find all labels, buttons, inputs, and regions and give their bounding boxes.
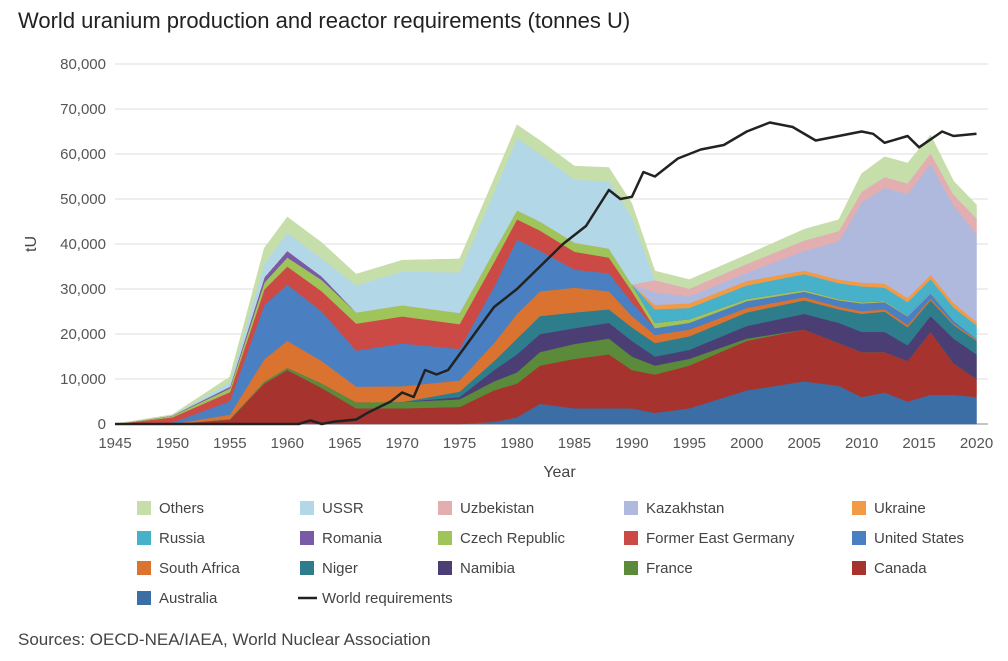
legend-label-ukraine: Ukraine	[874, 500, 926, 517]
legend-label-namibia: Namibia	[460, 560, 516, 577]
x-tick-label: 1990	[615, 435, 648, 452]
x-tick-label: 2005	[788, 435, 821, 452]
area-others	[114, 124, 977, 425]
legend-swatch-kazakhstan	[624, 501, 638, 515]
legend-swatch-south-africa	[137, 561, 151, 575]
legend-swatch-former-east-germany	[624, 531, 638, 545]
legend-label-south-africa: South Africa	[159, 560, 241, 577]
legend-label-australia: Australia	[159, 590, 218, 607]
legend-label-united-states: United States	[874, 530, 964, 547]
legend-swatch-ukraine	[852, 501, 866, 515]
legend-label-ussr: USSR	[322, 500, 364, 517]
y-tick-label: 50,000	[60, 191, 106, 208]
x-tick-label: 2010	[845, 435, 878, 452]
legend-swatch-united-states	[852, 531, 866, 545]
legend-label-uzbekistan: Uzbekistan	[460, 500, 534, 517]
legend-swatch-uzbekistan	[438, 501, 452, 515]
y-tick-label: 70,000	[60, 101, 106, 118]
legend-label-france: France	[646, 560, 693, 577]
y-tick-label: 0	[98, 416, 106, 433]
legend-swatch-ussr	[300, 501, 314, 515]
legend-swatch-canada	[852, 561, 866, 575]
x-tick-label: 1955	[213, 435, 246, 452]
x-tick-label: 1980	[500, 435, 533, 452]
legend-swatch-australia	[137, 591, 151, 605]
legend-swatch-niger	[300, 561, 314, 575]
legend-label-niger: Niger	[322, 560, 358, 577]
legend-swatch-namibia	[438, 561, 452, 575]
legend-label-russia: Russia	[159, 530, 206, 547]
y-tick-label: 20,000	[60, 326, 106, 343]
x-axis-label: Year	[543, 464, 576, 481]
legend-swatch-romania	[300, 531, 314, 545]
x-tick-label: 1965	[328, 435, 361, 452]
legend-label-romania: Romania	[322, 530, 383, 547]
legend-label-others: Others	[159, 500, 204, 517]
y-tick-label: 60,000	[60, 146, 106, 163]
x-tick-label: 2020	[960, 435, 993, 452]
legend-label-kazakhstan: Kazakhstan	[646, 500, 724, 517]
chart-title: World uranium production and reactor req…	[18, 8, 631, 33]
y-axis-label: tU	[23, 236, 40, 252]
x-tick-label: 1975	[443, 435, 476, 452]
y-tick-label: 30,000	[60, 281, 106, 298]
chart: 0 10,000 20,000 30,000 40,000 50,000 60,000 70,…	[23, 56, 993, 607]
y-tick-label: 80,000	[60, 56, 106, 73]
x-tick-label: 2000	[730, 435, 763, 452]
line-world-requirements	[115, 121, 977, 426]
legend-swatch-russia	[137, 531, 151, 545]
legend-label-canada: Canada	[874, 560, 927, 577]
y-tick-label: 10,000	[60, 371, 106, 388]
x-tick-label: 1970	[385, 435, 418, 452]
source-note: Sources: OECD-NEA/IAEA, World Nuclear As…	[18, 630, 431, 649]
legend-label-czech-republic: Czech Republic	[460, 530, 566, 547]
x-tick-label: 1945	[98, 435, 131, 452]
legend-label-world-requirements: World requirements	[322, 590, 453, 607]
legend-swatch-france	[624, 561, 638, 575]
y-tick-label: 40,000	[60, 236, 106, 253]
legend-swatch-others	[137, 501, 151, 515]
x-tick-label: 1960	[271, 435, 304, 452]
x-tick-label: 2015	[902, 435, 935, 452]
x-tick-label: 1995	[673, 435, 706, 452]
legend-label-former-east-germany: Former East Germany	[646, 530, 795, 547]
x-tick-label: 1985	[558, 435, 591, 452]
legend-swatch-czech-republic	[438, 531, 452, 545]
x-tick-label: 1950	[156, 435, 189, 452]
